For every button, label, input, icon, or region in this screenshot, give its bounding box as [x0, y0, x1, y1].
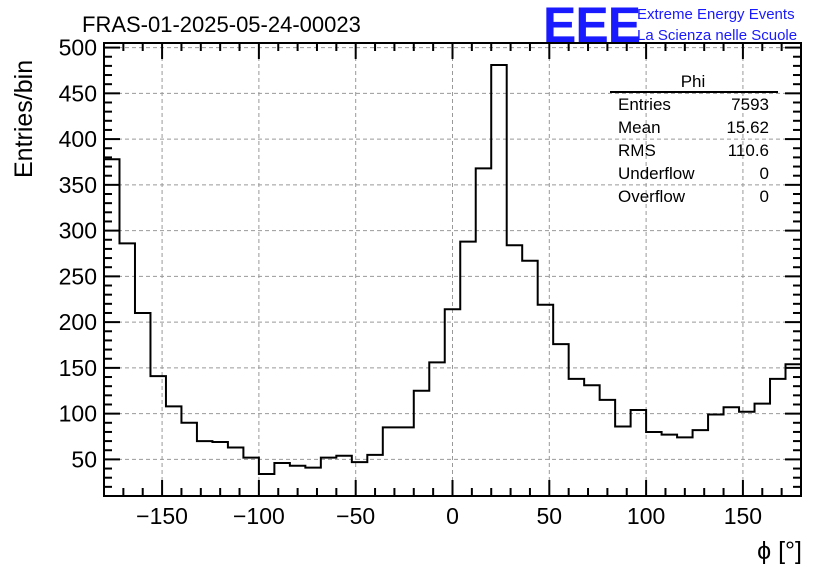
x-tick-labels: −150 −100 −50 0 50 100 150 [136, 503, 762, 529]
x-tick-label: −50 [336, 503, 375, 529]
plot-frame [103, 42, 802, 497]
eee-logo: EEE [543, 0, 640, 53]
stats-value-rms: 110.6 [728, 141, 769, 160]
stats-label-entries: Entries [618, 95, 671, 114]
chart-title: FRAS-01-2025-05-24-00023 [82, 12, 361, 37]
x-tick-label: −150 [136, 503, 188, 529]
y-tick-label: 300 [59, 218, 97, 244]
stats-title: Phi [681, 72, 706, 91]
axis-ticks [104, 43, 801, 497]
x-tick-label: 0 [446, 503, 459, 529]
y-tick-label: 250 [59, 263, 97, 289]
x-tick-label: 150 [724, 503, 762, 529]
stats-value-overflow: 0 [760, 187, 769, 206]
stats-label-underflow: Underflow [618, 164, 695, 183]
stats-label-overflow: Overflow [618, 187, 686, 206]
stats-value-mean: 15.62 [726, 118, 769, 137]
y-tick-label: 100 [59, 401, 97, 427]
y-tick-labels: 50 100 150 200 250 300 350 400 450 500 [59, 35, 97, 473]
stats-label-rms: RMS [618, 141, 656, 160]
brand-line-1: Extreme Energy Events [637, 6, 795, 23]
stats-label-mean: Mean [618, 118, 661, 137]
x-tick-label: 100 [627, 503, 665, 529]
brand-line-2: La Scienza nelle Scuole [637, 27, 797, 44]
x-tick-label: −100 [233, 503, 285, 529]
x-tick-label: 50 [537, 503, 563, 529]
y-tick-label: 450 [59, 80, 97, 106]
y-tick-label: 150 [59, 355, 97, 381]
histogram-outline [104, 63, 802, 476]
y-tick-label: 400 [59, 126, 97, 152]
y-tick-label: 200 [59, 309, 97, 335]
stats-value-underflow: 0 [760, 164, 769, 183]
y-tick-label: 350 [59, 172, 97, 198]
brand-logo-group: EEE Extreme Energy Events La Scienza nel… [543, 0, 797, 53]
stats-box: Phi Entries 7593 Mean 15.62 RMS 110.6 Un… [610, 72, 778, 206]
y-axis-label: Entries/bin [10, 60, 38, 178]
stats-value-entries: 7593 [731, 95, 769, 114]
y-tick-label: 500 [59, 35, 97, 61]
grid-lines [104, 43, 801, 496]
y-tick-label: 50 [71, 446, 97, 472]
x-axis-label: ϕ [°] [757, 537, 802, 565]
